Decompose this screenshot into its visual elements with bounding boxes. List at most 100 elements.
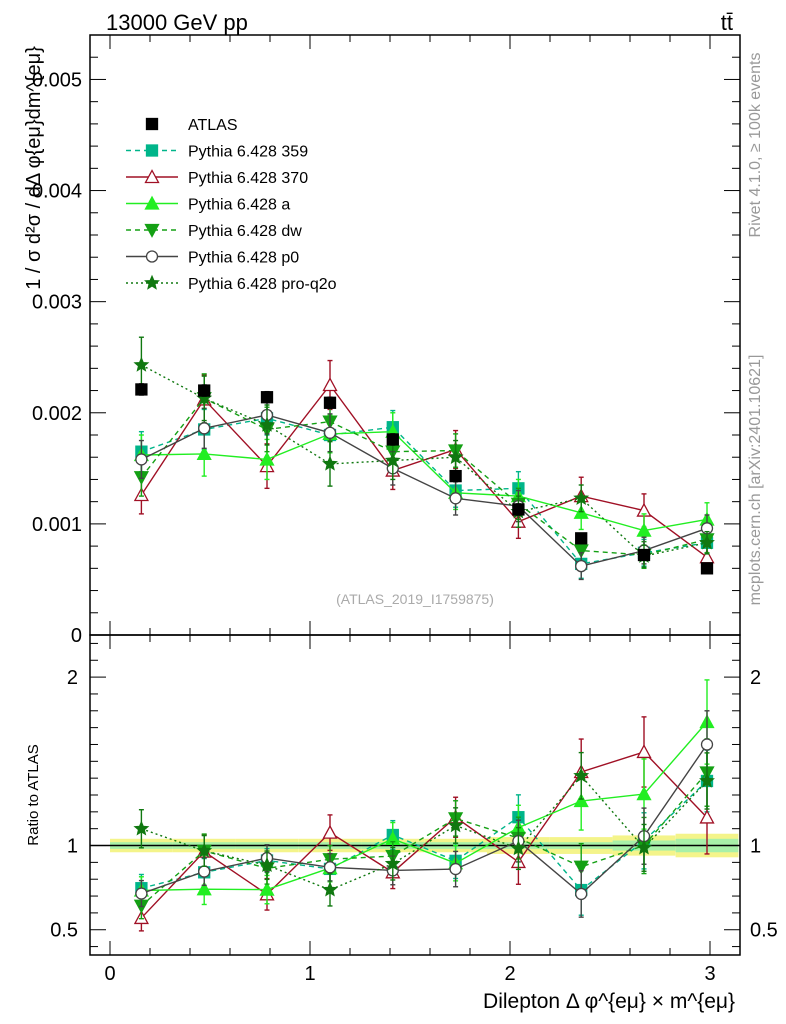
ratio-point [636, 839, 652, 855]
series-point [636, 522, 652, 537]
ratio-point [259, 856, 275, 872]
data-point [449, 469, 462, 483]
series-point [699, 534, 715, 550]
rivet-label: Rivet 4.1.0, ≥ 100k events [747, 53, 764, 238]
ratio-series-line [141, 721, 708, 892]
ratio-tick-label-right: 0.5 [750, 920, 778, 942]
ratio-series-line [140, 772, 708, 907]
series-point [259, 416, 275, 432]
data-point [135, 383, 148, 396]
series-point [384, 452, 401, 468]
analysis-watermark: (ATLAS_2019_I1759875) [336, 591, 494, 607]
y-axis-title: 1 / σ d²σ / dΔ φ{eμ}dm^{eμ} [23, 46, 45, 290]
legend-label: Pythia 6.428 p0 [188, 250, 299, 267]
ratio-series-line [141, 744, 708, 895]
ratio-point [573, 767, 590, 783]
legend-label: Pythia 6.428 dw [188, 223, 302, 240]
ratio-point [322, 824, 338, 839]
ratio-point [196, 842, 213, 858]
ratio-tick-label: 1 [67, 836, 78, 858]
ratio-point [196, 881, 212, 896]
series-line [141, 364, 708, 557]
series-point [449, 492, 462, 505]
legend-marker [144, 169, 160, 184]
ratio-point [699, 772, 715, 788]
x-axis-title: Dilepton Δ φ^{eμ} × m^{eμ} [483, 990, 735, 1013]
legend-marker [145, 144, 159, 157]
x-tick-label: 0 [104, 963, 115, 985]
ratio-tick-label-right: 1 [750, 836, 761, 858]
header-right: tt̄ [721, 10, 733, 35]
y-tick-label: 0 [71, 625, 82, 647]
ratio-point [135, 887, 148, 900]
data-point [260, 391, 274, 404]
ratio-point [699, 809, 715, 824]
ratio-point [636, 786, 652, 801]
ratio-tick-label: 0.5 [50, 920, 78, 942]
ratio-point [700, 738, 714, 751]
legend-marker [145, 250, 159, 263]
series-line [141, 417, 708, 565]
series-point [196, 446, 212, 461]
ratio-series-line [140, 751, 708, 919]
ratio-point [573, 793, 589, 808]
series-point [133, 356, 150, 372]
ratio-tick-label-right: 2 [750, 667, 761, 689]
legend-marker [145, 117, 159, 131]
series-point [198, 422, 211, 435]
legend-label: Pythia 6.428 a [188, 197, 290, 214]
y-tick-label: 0.002 [32, 403, 82, 425]
ratio-point [636, 744, 652, 759]
data-point [700, 562, 714, 575]
ratio-point [510, 840, 527, 856]
x-tick-label: 1 [304, 963, 315, 985]
series-point [322, 377, 338, 392]
ratio-point [259, 881, 275, 896]
series-line [141, 414, 708, 567]
series-point [322, 455, 338, 471]
legend-label: Pythia 6.428 370 [188, 170, 308, 187]
data-point [512, 503, 525, 516]
data-point [198, 384, 211, 397]
mcplots-label: mcplots.cern.ch [arXiv:2401.10621] [747, 355, 764, 606]
series-point [135, 453, 148, 466]
y-tick-label: 0.004 [32, 181, 82, 203]
ratio-point [449, 862, 462, 876]
legend: ATLAS Pythia 6.428 359 Pythia 6.428 370 Pyt… [126, 117, 337, 293]
series-line [141, 430, 708, 532]
ratio-tick-label: 2 [67, 667, 78, 689]
header-left: 13000 GeV pp [106, 10, 248, 35]
data-point [637, 548, 651, 562]
legend-marker [144, 195, 160, 210]
ratio-point [447, 817, 464, 833]
ratio-point [322, 881, 338, 897]
series-point [259, 451, 275, 466]
ratio-point [573, 860, 589, 875]
ratio-series-line [141, 774, 708, 891]
legend-label: Pythia 6.428 pro-q2o [188, 276, 337, 293]
data-point [323, 396, 337, 409]
ratio-point [198, 865, 211, 878]
ratio-point [323, 861, 337, 874]
legend-label: Pythia 6.428 359 [188, 144, 308, 161]
series-line [140, 397, 708, 556]
series-point [447, 448, 464, 464]
ratio-axis-title: Ratio to ATLAS [25, 744, 42, 845]
x-tick-label: 2 [504, 963, 515, 985]
y-tick-label: 0.003 [32, 292, 82, 314]
series-line [140, 383, 708, 558]
ratio-point [575, 887, 588, 901]
ratio-frame [89, 634, 741, 956]
series-point [573, 544, 589, 559]
series-point [573, 490, 590, 506]
legend-label: ATLAS [188, 117, 238, 134]
series-point [323, 426, 337, 439]
x-tick-label: 3 [704, 963, 715, 985]
legend-marker [144, 274, 160, 290]
ratio-point [133, 820, 150, 836]
y-tick-label: 0.005 [32, 69, 82, 91]
ratio-point [384, 855, 401, 871]
legend-marker [144, 223, 160, 238]
series-point [575, 559, 588, 573]
